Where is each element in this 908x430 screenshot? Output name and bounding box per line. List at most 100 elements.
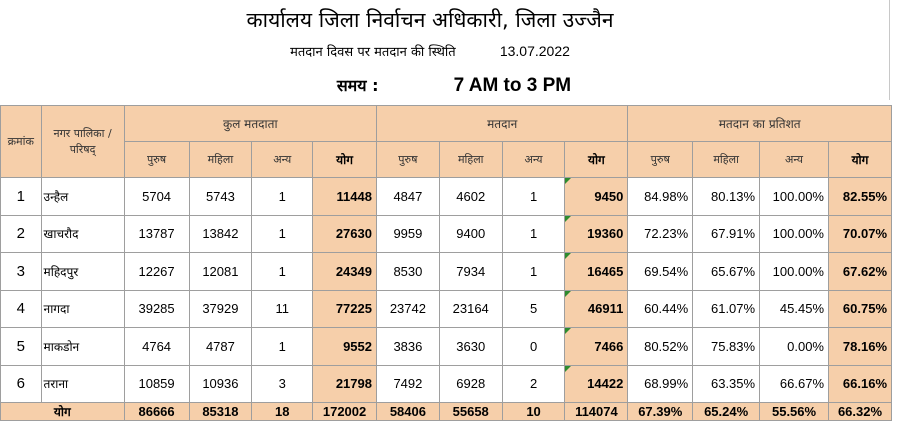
- report-date: 13.07.2022: [499, 43, 570, 59]
- header-total-sum: योग: [312, 141, 377, 178]
- cell-total-sum: 9552: [312, 327, 377, 366]
- cell-total-male: 13787: [123, 214, 190, 253]
- cell-voting-male: 23742: [375, 289, 440, 328]
- cell-percent-sum: 82.55%: [828, 177, 892, 216]
- total-cell: 85318: [188, 402, 253, 421]
- header-voting-male: पुरुष: [375, 141, 440, 178]
- total-cell: 55.56%: [759, 402, 829, 421]
- cell-voting-female: 23164: [438, 289, 503, 328]
- cell-voting-sum: 14422: [564, 364, 629, 403]
- header-voting-other: अन्य: [501, 141, 566, 178]
- cell-percent-other: 66.67%: [759, 364, 829, 403]
- cell-total-male: 5704: [123, 177, 190, 216]
- total-cell: 114074: [564, 402, 629, 421]
- cell-total-female: 13842: [188, 214, 253, 253]
- cell-percent-female: 65.67%: [692, 252, 761, 291]
- cell-percent-sum: 60.75%: [828, 289, 892, 328]
- cell-voting-sum: 7466: [564, 327, 629, 366]
- cell-total-female: 4787: [188, 327, 253, 366]
- time-label: समय :: [336, 76, 379, 95]
- municipality-name: नागदा: [40, 289, 125, 328]
- total-cell: 66.32%: [828, 402, 892, 421]
- page-subtitle: मतदान दिवस पर मतदान की स्थिति 13.07.2022: [0, 42, 860, 60]
- time-value: 7 AM to 3 PM: [453, 75, 572, 96]
- table-row: 6 तराना 10859 10936 3 21798 7492 6928 2 14422 68.9…: [0, 364, 892, 403]
- municipality-name: खाचरौद: [40, 214, 125, 253]
- cell-voting-male: 8530: [375, 252, 440, 291]
- cell-total-female: 5743: [188, 177, 253, 216]
- cell-voting-female: 7934: [438, 252, 503, 291]
- cell-percent-female: 80.13%: [692, 177, 761, 216]
- cell-voting-sum: 9450: [564, 177, 629, 216]
- header-percent-male: पुरुष: [627, 141, 694, 178]
- cell-percent-male: 80.52%: [627, 327, 694, 366]
- time-range: समय : 7 AM to 3 PM: [0, 74, 908, 97]
- header-municipality: नगर पालिका / परिषद्: [40, 105, 125, 178]
- total-cell: 18: [251, 402, 314, 421]
- header-voting-percent: मतदान का प्रतिशत: [627, 105, 892, 142]
- cell-percent-female: 63.35%: [692, 364, 761, 403]
- municipality-name: उन्हैल: [40, 177, 125, 216]
- table-row: 2 खाचरौद 13787 13842 1 27630 9959 9400 1 19360 72.…: [0, 214, 892, 253]
- cell-voting-male: 4847: [375, 177, 440, 216]
- total-cell: 65.24%: [692, 402, 761, 421]
- cell-voting-female: 4602: [438, 177, 503, 216]
- cell-total-female: 12081: [188, 252, 253, 291]
- cell-voting-other: 1: [501, 177, 566, 216]
- cell-total-sum: 24349: [312, 252, 377, 291]
- cell-voting-sum: 19360: [564, 214, 629, 253]
- header-serial: क्रमांक: [0, 105, 42, 178]
- cell-percent-male: 72.23%: [627, 214, 694, 253]
- cell-percent-sum: 66.16%: [828, 364, 892, 403]
- cell-voting-sum: 16465: [564, 252, 629, 291]
- municipality-name: तराना: [40, 364, 125, 403]
- cell-total-other: 1: [251, 252, 314, 291]
- cell-percent-female: 61.07%: [692, 289, 761, 328]
- cell-voting-other: 1: [501, 252, 566, 291]
- cell-total-other: 11: [251, 289, 314, 328]
- header-total-voters: कुल मतदाता: [123, 105, 377, 142]
- header-percent-female: महिला: [692, 141, 761, 178]
- serial-cell: 5: [0, 327, 42, 366]
- serial-cell: 3: [0, 252, 42, 291]
- cell-percent-sum: 78.16%: [828, 327, 892, 366]
- cell-voting-female: 9400: [438, 214, 503, 253]
- total-cell: 172002: [312, 402, 377, 421]
- total-label: योग: [0, 402, 125, 421]
- cell-voting-other: 5: [501, 289, 566, 328]
- cell-total-male: 4764: [123, 327, 190, 366]
- table-row: 4 नागदा 39285 37929 11 77225 23742 23164 5 46911 6…: [0, 289, 892, 328]
- header-voting-sum: योग: [564, 141, 629, 178]
- cell-percent-other: 100.00%: [759, 252, 829, 291]
- header-total-other: अन्य: [251, 141, 314, 178]
- total-cell: 86666: [123, 402, 190, 421]
- total-cell: 67.39%: [627, 402, 694, 421]
- cell-percent-male: 68.99%: [627, 364, 694, 403]
- cell-total-sum: 11448: [312, 177, 377, 216]
- cell-total-other: 1: [251, 327, 314, 366]
- header-total-female: महिला: [188, 141, 253, 178]
- cell-percent-male: 60.44%: [627, 289, 694, 328]
- cell-percent-other: 45.45%: [759, 289, 829, 328]
- cell-voting-female: 3630: [438, 327, 503, 366]
- total-cell: 10: [501, 402, 566, 421]
- cell-percent-female: 75.83%: [692, 327, 761, 366]
- cell-total-other: 3: [251, 364, 314, 403]
- municipality-name: महिदपुर: [40, 252, 125, 291]
- cell-percent-sum: 70.07%: [828, 214, 892, 253]
- cell-percent-male: 84.98%: [627, 177, 694, 216]
- header-percent-other: अन्य: [759, 141, 829, 178]
- serial-cell: 4: [0, 289, 42, 328]
- cell-total-sum: 27630: [312, 214, 377, 253]
- header-total-male: पुरुष: [123, 141, 190, 178]
- total-row: योग 86666 85318 18 172002 58406 55658 10…: [0, 402, 892, 421]
- serial-cell: 1: [0, 177, 42, 216]
- header-voting-female: महिला: [438, 141, 503, 178]
- municipality-name: माकडोन: [40, 327, 125, 366]
- cell-percent-other: 100.00%: [759, 214, 829, 253]
- voting-table: क्रमांक नगर पालिका / परिषद् कुल मतदाता म…: [0, 105, 892, 421]
- cell-percent-sum: 67.62%: [828, 252, 892, 291]
- cell-total-male: 10859: [123, 364, 190, 403]
- subtitle-text: मतदान दिवस पर मतदान की स्थिति: [290, 45, 456, 60]
- cell-percent-other: 0.00%: [759, 327, 829, 366]
